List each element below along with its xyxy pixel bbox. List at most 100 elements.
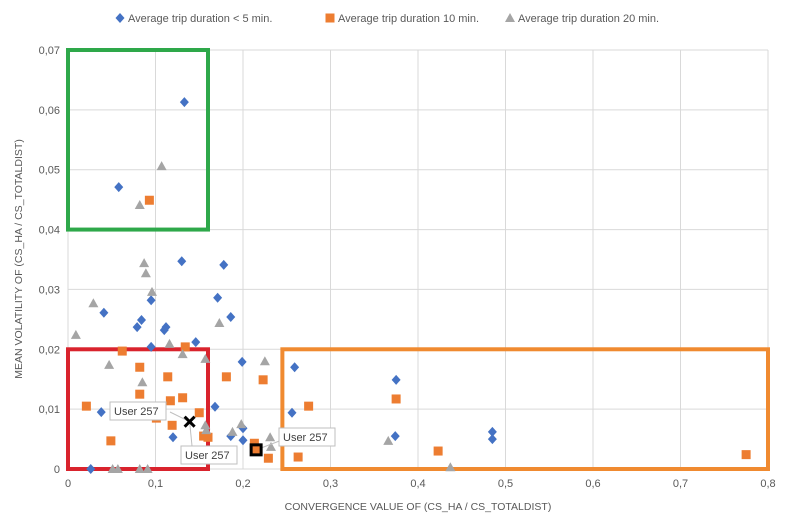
highlight-box bbox=[280, 347, 770, 471]
data-point-triangle bbox=[265, 432, 276, 442]
y-tick-label: 0,07 bbox=[39, 45, 60, 57]
data-point-square bbox=[249, 438, 259, 448]
data-point-triangle bbox=[383, 435, 394, 445]
x-tick-label: 0 bbox=[65, 478, 71, 490]
legend-label: Average trip duration 20 min. bbox=[518, 13, 659, 25]
data-point-diamond bbox=[99, 307, 109, 318]
data-point-triangle bbox=[177, 349, 188, 359]
data-label: User 257 bbox=[283, 432, 328, 444]
data-point-square bbox=[135, 389, 145, 399]
data-point-diamond bbox=[177, 256, 187, 267]
y-tick-label: 0 bbox=[54, 464, 60, 476]
x-tick-label: 0,3 bbox=[323, 478, 338, 490]
y-axis-label: MEAN VOLATILITY OF (CS_HA / CS_TOTALDIST… bbox=[13, 139, 25, 379]
data-point-square bbox=[180, 342, 190, 352]
x-tick-label: 0,8 bbox=[760, 478, 775, 490]
data-point-triangle bbox=[214, 317, 225, 327]
data-point-square bbox=[391, 394, 401, 404]
data-point-triangle bbox=[445, 462, 456, 472]
data-point-square bbox=[433, 446, 443, 456]
user-257-x-marker bbox=[183, 415, 196, 428]
data-label: User 257 bbox=[185, 450, 230, 462]
data-point-square bbox=[144, 195, 154, 205]
user-257-square-marker bbox=[249, 443, 263, 457]
data-point-triangle bbox=[104, 359, 115, 369]
y-tick-label: 0,05 bbox=[39, 165, 60, 177]
callout-line bbox=[189, 421, 193, 447]
x-tick-label: 0,6 bbox=[585, 478, 600, 490]
data-point-diamond bbox=[161, 322, 171, 333]
data-point-diamond bbox=[487, 434, 497, 445]
y-tick-label: 0,01 bbox=[39, 404, 60, 416]
x-tick-label: 0,7 bbox=[673, 478, 688, 490]
data-point-diamond bbox=[179, 97, 189, 108]
data-point-triangle bbox=[236, 419, 247, 429]
legend: Average trip duration < 5 min. Average tr… bbox=[115, 13, 659, 25]
data-point-triangle bbox=[112, 464, 123, 473]
data-point-triangle bbox=[147, 286, 157, 296]
x-tick-label: 0,5 bbox=[498, 478, 513, 490]
data-label-box bbox=[180, 445, 238, 465]
data-point-diamond bbox=[114, 182, 124, 193]
data-point-diamond bbox=[290, 362, 300, 373]
data-point-triangle bbox=[137, 377, 148, 387]
data-label: User 257 bbox=[114, 406, 159, 418]
data-point-diamond bbox=[287, 407, 297, 418]
data-point-square bbox=[117, 346, 127, 356]
data-point-square bbox=[741, 450, 751, 460]
data-point-triangle bbox=[201, 425, 212, 435]
x-axis-label: CONVERGENCE VALUE OF (CS_HA / CS_TOTALDI… bbox=[285, 501, 552, 513]
data-label-box bbox=[109, 401, 167, 421]
data-point-triangle bbox=[200, 420, 211, 430]
data-point-diamond bbox=[96, 407, 106, 418]
x-tick-label: 0,1 bbox=[148, 478, 163, 490]
data-point-diamond bbox=[210, 401, 220, 412]
annotations: User 257 User 257 User 257 bbox=[109, 401, 336, 465]
data-point-triangle bbox=[142, 464, 153, 473]
data-point-square bbox=[221, 372, 231, 382]
x-tick-label: 0,2 bbox=[235, 478, 250, 490]
data-point-triangle bbox=[164, 338, 175, 348]
data-point-diamond bbox=[137, 314, 146, 325]
data-point-square bbox=[106, 436, 116, 446]
data-point-diamond bbox=[146, 295, 156, 306]
data-point-diamond bbox=[391, 374, 401, 385]
data-point-square bbox=[81, 401, 91, 411]
data-point-triangle bbox=[88, 298, 99, 308]
data-point-diamond bbox=[213, 292, 223, 303]
data-point-square bbox=[135, 362, 145, 372]
y-tick-label: 0,06 bbox=[39, 105, 60, 117]
legend-diamond-icon bbox=[115, 13, 125, 23]
data-point-square bbox=[178, 393, 188, 403]
data-point-diamond bbox=[86, 464, 96, 474]
y-tick-label: 0,02 bbox=[39, 344, 60, 356]
gridlines bbox=[67, 49, 769, 470]
data-point-triangle bbox=[134, 200, 145, 210]
x-tick-label: 0,4 bbox=[410, 478, 425, 490]
highlight-box bbox=[66, 48, 210, 232]
data-point-triangle bbox=[200, 353, 211, 363]
legend-label: Average trip duration 10 min. bbox=[338, 13, 479, 25]
data-point-diamond bbox=[168, 432, 178, 443]
data-point-diamond bbox=[238, 435, 248, 446]
data-point-triangle bbox=[156, 161, 167, 171]
data-point-triangle bbox=[139, 258, 150, 268]
data-point-diamond bbox=[219, 259, 229, 270]
legend-label: Average trip duration < 5 min. bbox=[128, 13, 272, 25]
data-point-diamond bbox=[487, 426, 497, 437]
data-point-diamond bbox=[390, 431, 400, 442]
data-point-diamond bbox=[226, 311, 236, 322]
y-tick-label: 0,04 bbox=[39, 225, 60, 237]
data-point-triangle bbox=[266, 441, 276, 451]
data-point-diamond bbox=[146, 341, 156, 352]
data-label-box bbox=[278, 427, 336, 447]
data-point-square bbox=[203, 432, 213, 442]
data-point-triangle bbox=[259, 356, 270, 366]
data-point-square bbox=[263, 453, 273, 463]
data-point-triangle bbox=[134, 464, 145, 473]
data-point-square bbox=[165, 396, 175, 406]
data-point-triangle bbox=[70, 329, 81, 339]
data-point-diamond bbox=[132, 322, 142, 333]
